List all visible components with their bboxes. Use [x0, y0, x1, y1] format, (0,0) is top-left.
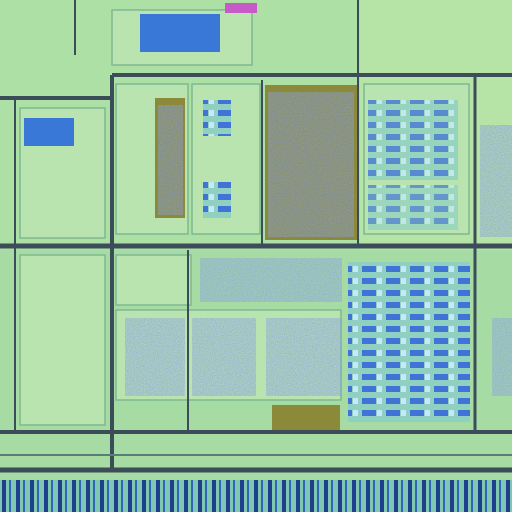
array — [203, 100, 231, 136]
block — [115, 254, 192, 306]
block — [19, 254, 106, 426]
region — [268, 92, 354, 237]
array — [140, 14, 220, 52]
array — [24, 118, 74, 146]
array — [348, 262, 470, 422]
io-pads — [0, 480, 512, 512]
region — [200, 258, 342, 302]
array — [368, 100, 458, 180]
array — [368, 185, 458, 230]
region — [158, 105, 183, 215]
array — [203, 182, 231, 218]
memory-arrays — [24, 3, 470, 422]
region — [272, 405, 340, 430]
region — [480, 125, 512, 237]
region — [125, 318, 185, 396]
array — [225, 3, 257, 13]
region — [192, 318, 256, 396]
region — [492, 318, 512, 396]
metal-buses — [0, 0, 512, 473]
region — [266, 318, 342, 396]
textured-regions — [125, 85, 512, 430]
